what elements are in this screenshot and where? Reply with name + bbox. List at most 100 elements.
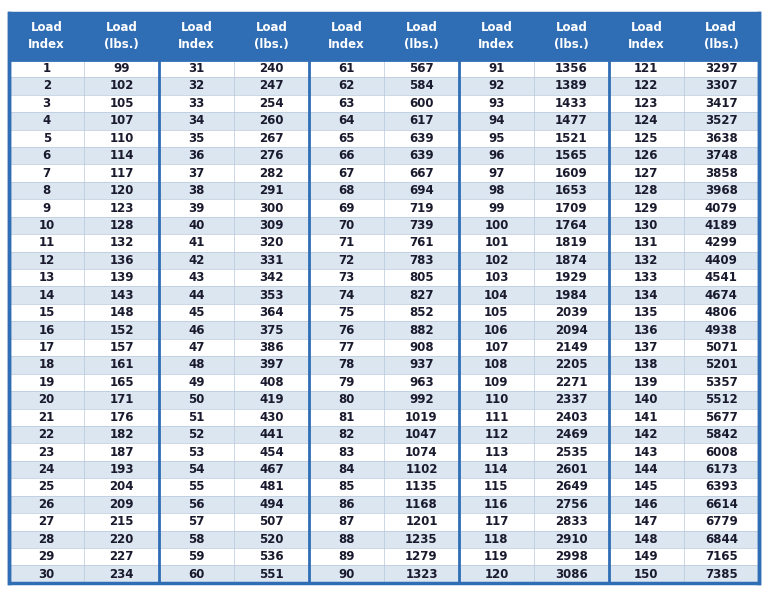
- Text: 113: 113: [485, 446, 508, 459]
- Text: 31: 31: [188, 62, 205, 75]
- Text: 72: 72: [339, 254, 355, 267]
- Text: 66: 66: [338, 149, 355, 162]
- Text: 161: 161: [109, 358, 134, 371]
- Text: 783: 783: [409, 254, 434, 267]
- Text: 260: 260: [260, 114, 284, 128]
- Text: 79: 79: [339, 376, 355, 389]
- Text: 1565: 1565: [555, 149, 588, 162]
- Text: 140: 140: [634, 393, 659, 406]
- Text: 4541: 4541: [705, 271, 738, 284]
- Bar: [9, 217, 759, 234]
- Text: 143: 143: [634, 446, 659, 459]
- Bar: [9, 77, 759, 95]
- Text: 78: 78: [339, 358, 355, 371]
- Text: 6008: 6008: [705, 446, 738, 459]
- Text: 694: 694: [409, 184, 434, 197]
- Text: 2337: 2337: [555, 393, 588, 406]
- Text: 7385: 7385: [705, 567, 738, 581]
- Text: 992: 992: [409, 393, 434, 406]
- Text: 126: 126: [634, 149, 659, 162]
- Text: 80: 80: [339, 393, 355, 406]
- Text: 100: 100: [485, 219, 508, 232]
- Bar: [9, 339, 759, 356]
- Text: 963: 963: [409, 376, 434, 389]
- Text: 15: 15: [38, 306, 55, 319]
- Text: 3858: 3858: [705, 167, 738, 179]
- Text: 386: 386: [260, 341, 284, 354]
- Text: 1047: 1047: [406, 428, 438, 441]
- Text: Load
Index: Load Index: [478, 21, 515, 51]
- Text: 82: 82: [339, 428, 355, 441]
- Bar: [9, 112, 759, 129]
- Text: 2205: 2205: [555, 358, 588, 371]
- Bar: [9, 443, 759, 461]
- Text: 123: 123: [110, 201, 134, 215]
- Text: 74: 74: [339, 288, 355, 302]
- Text: 7: 7: [43, 167, 51, 179]
- Text: 639: 639: [409, 149, 434, 162]
- Text: 408: 408: [260, 376, 284, 389]
- Text: 1074: 1074: [406, 446, 438, 459]
- Text: 104: 104: [484, 288, 508, 302]
- Text: 1279: 1279: [406, 550, 438, 563]
- Text: 36: 36: [188, 149, 205, 162]
- Text: 291: 291: [260, 184, 284, 197]
- Text: 215: 215: [109, 516, 134, 529]
- Text: 4409: 4409: [705, 254, 738, 267]
- Text: 2756: 2756: [555, 498, 588, 511]
- Text: 131: 131: [634, 237, 658, 249]
- Text: 209: 209: [109, 498, 134, 511]
- Text: 87: 87: [339, 516, 355, 529]
- Text: Load
(lbs.): Load (lbs.): [254, 21, 289, 51]
- Text: 600: 600: [409, 97, 434, 110]
- Bar: [9, 95, 759, 112]
- Text: 21: 21: [38, 411, 55, 424]
- Text: 29: 29: [38, 550, 55, 563]
- Text: 227: 227: [110, 550, 134, 563]
- Text: 53: 53: [188, 446, 205, 459]
- Text: 124: 124: [634, 114, 659, 128]
- Text: Load
Index: Load Index: [328, 21, 365, 51]
- Bar: [9, 548, 759, 566]
- Text: 137: 137: [634, 341, 658, 354]
- Text: 3297: 3297: [705, 62, 737, 75]
- Text: 1356: 1356: [555, 62, 588, 75]
- Text: 6844: 6844: [705, 533, 738, 546]
- Text: 805: 805: [409, 271, 434, 284]
- Text: 1929: 1929: [555, 271, 588, 284]
- Bar: [9, 129, 759, 147]
- Bar: [9, 513, 759, 530]
- Text: 852: 852: [409, 306, 434, 319]
- Text: 88: 88: [338, 533, 355, 546]
- Text: 118: 118: [484, 533, 508, 546]
- Text: 267: 267: [260, 132, 284, 145]
- Text: 6779: 6779: [705, 516, 738, 529]
- Text: 397: 397: [260, 358, 284, 371]
- Text: 2403: 2403: [555, 411, 588, 424]
- Text: 536: 536: [260, 550, 284, 563]
- Text: 441: 441: [260, 428, 284, 441]
- Text: 467: 467: [260, 463, 284, 476]
- Text: 507: 507: [260, 516, 284, 529]
- Text: 5357: 5357: [705, 376, 738, 389]
- Text: 551: 551: [260, 567, 284, 581]
- Text: 56: 56: [188, 498, 205, 511]
- Text: 96: 96: [488, 149, 505, 162]
- Text: 6: 6: [42, 149, 51, 162]
- Bar: [9, 478, 759, 496]
- Text: 94: 94: [488, 114, 505, 128]
- Text: 7165: 7165: [705, 550, 738, 563]
- Text: 1102: 1102: [406, 463, 438, 476]
- Text: 107: 107: [110, 114, 134, 128]
- Text: 617: 617: [409, 114, 434, 128]
- Text: 146: 146: [634, 498, 659, 511]
- Text: 234: 234: [109, 567, 134, 581]
- Text: 364: 364: [260, 306, 284, 319]
- Text: 152: 152: [109, 324, 134, 337]
- Text: 133: 133: [634, 271, 658, 284]
- Text: 2601: 2601: [555, 463, 588, 476]
- Text: 46: 46: [188, 324, 205, 337]
- Text: 117: 117: [485, 516, 508, 529]
- Text: 11: 11: [38, 237, 55, 249]
- Text: 1: 1: [43, 62, 51, 75]
